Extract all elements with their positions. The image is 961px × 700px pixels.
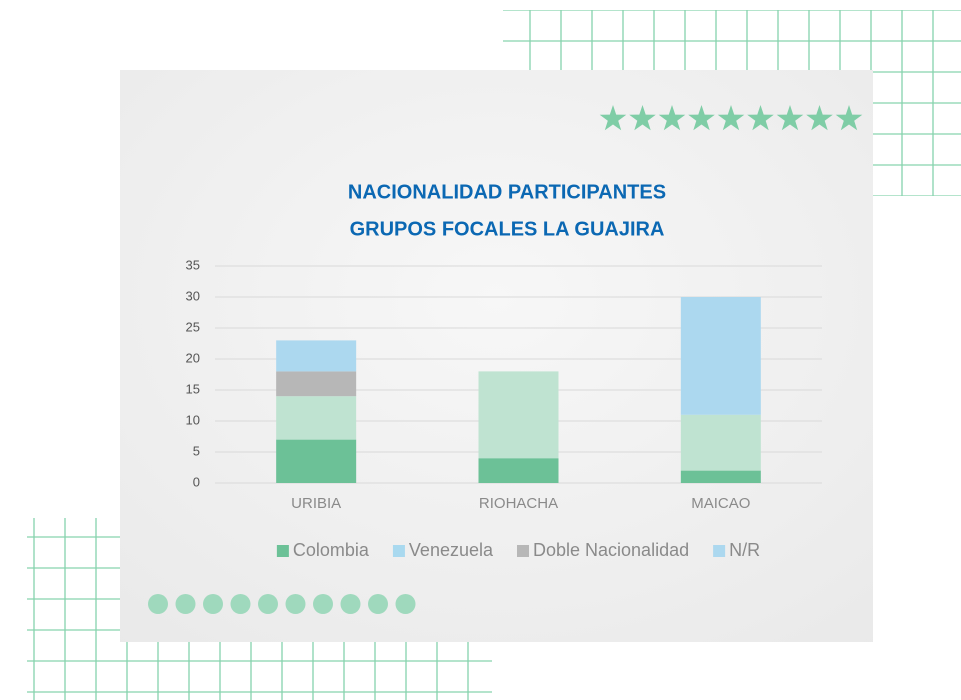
- dot: [175, 594, 196, 614]
- star: [806, 105, 833, 131]
- legend-swatch: [276, 545, 289, 557]
- star: [776, 105, 804, 131]
- legend-swatch: [713, 545, 726, 557]
- dot: [230, 594, 251, 614]
- dots: [148, 594, 416, 614]
- y-tick-label: 15: [186, 381, 200, 396]
- dot: [285, 594, 306, 614]
- y-tick-label: 5: [193, 443, 200, 458]
- y-tick-label: 10: [186, 412, 200, 427]
- star: [658, 105, 686, 131]
- legend-label: Doble Nacionalidad: [533, 540, 689, 560]
- legend-swatch: [517, 545, 530, 557]
- bar-segment: [478, 458, 559, 483]
- grid-decoration: [503, 10, 961, 72]
- y-tick-label: 25: [186, 319, 200, 334]
- dot: [203, 594, 223, 614]
- dot: [340, 594, 361, 614]
- bar-segment: [478, 371, 559, 459]
- star: [688, 105, 715, 131]
- dot: [313, 594, 333, 614]
- dot: [148, 594, 168, 614]
- bar-segment: [276, 371, 357, 397]
- bar-segment: [276, 396, 357, 440]
- x-tick-label: URIBIA: [291, 495, 341, 512]
- legend-label: N/R: [729, 540, 760, 560]
- x-tick-label: MAICAO: [691, 495, 750, 512]
- bar-segment: [680, 297, 761, 415]
- dot: [258, 594, 278, 614]
- y-tick-label: 20: [186, 350, 200, 365]
- dot: [395, 594, 416, 614]
- chart-title: NACIONALIDAD PARTICIPANTES: [348, 181, 666, 203]
- bar-segment: [276, 340, 357, 372]
- y-tick-label: 0: [193, 474, 200, 489]
- x-tick-label: RIOHACHA: [479, 495, 558, 512]
- star: [717, 105, 745, 131]
- legend-swatch: [392, 545, 405, 557]
- grid-decoration: [873, 72, 961, 196]
- bar-segment: [680, 470, 761, 483]
- star: [747, 105, 774, 131]
- bar-segment: [276, 439, 357, 483]
- stars: [599, 105, 863, 131]
- y-tick-label: 30: [186, 288, 200, 303]
- grid-decoration: [27, 518, 120, 642]
- y-tick-label: 35: [186, 257, 200, 272]
- star: [599, 105, 627, 131]
- dot: [368, 594, 388, 614]
- chart-title: GRUPOS FOCALES LA GUAJIRA: [350, 218, 665, 240]
- bar-segment: [680, 414, 761, 471]
- legend-label: Colombia: [293, 540, 370, 560]
- star: [629, 105, 656, 131]
- legend-label: Venezuela: [409, 540, 494, 560]
- star: [835, 105, 863, 131]
- grid-decoration: [27, 642, 492, 700]
